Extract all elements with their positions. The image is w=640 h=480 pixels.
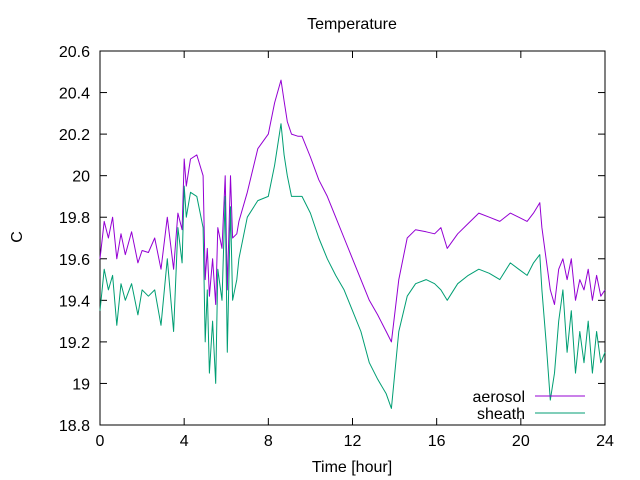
y-tick-label: 19.8 <box>59 210 90 227</box>
chart-title: Temperature <box>307 16 397 33</box>
x-tick-label: 20 <box>512 433 530 450</box>
y-tick-label: 19 <box>72 376 90 393</box>
series-line-aerosol <box>99 79 606 343</box>
y-tick-label: 20.2 <box>59 127 90 144</box>
y-axis-label: C <box>9 231 26 243</box>
y-tick-label: 19.2 <box>59 335 90 352</box>
y-tick-label: 20.6 <box>59 44 90 61</box>
y-tick-label: 19.4 <box>59 293 90 310</box>
x-tick-label: 16 <box>428 433 446 450</box>
x-tick-label: 12 <box>344 433 362 450</box>
series-lines <box>99 79 606 409</box>
axis-ticks: 18.8 19 19.2 19.4 19.6 19.8 20 20.2 20.4 20.6 0 4 8 1… <box>59 44 614 450</box>
legend-label-aerosol: aerosol <box>473 389 525 406</box>
x-tick-label: 24 <box>596 433 614 450</box>
legend-label-sheath: sheath <box>477 406 525 423</box>
y-tick-label: 20 <box>72 169 90 186</box>
y-tick-label: 18.8 <box>59 418 90 435</box>
series-line-sheath <box>99 123 606 409</box>
x-tick-label: 8 <box>264 433 273 450</box>
x-tick-label: 4 <box>180 433 189 450</box>
y-tick-label: 20.4 <box>59 86 90 103</box>
y-tick-label: 19.6 <box>59 252 90 269</box>
x-axis-label: Time [hour] <box>312 459 392 476</box>
x-tick-label: 0 <box>96 433 105 450</box>
